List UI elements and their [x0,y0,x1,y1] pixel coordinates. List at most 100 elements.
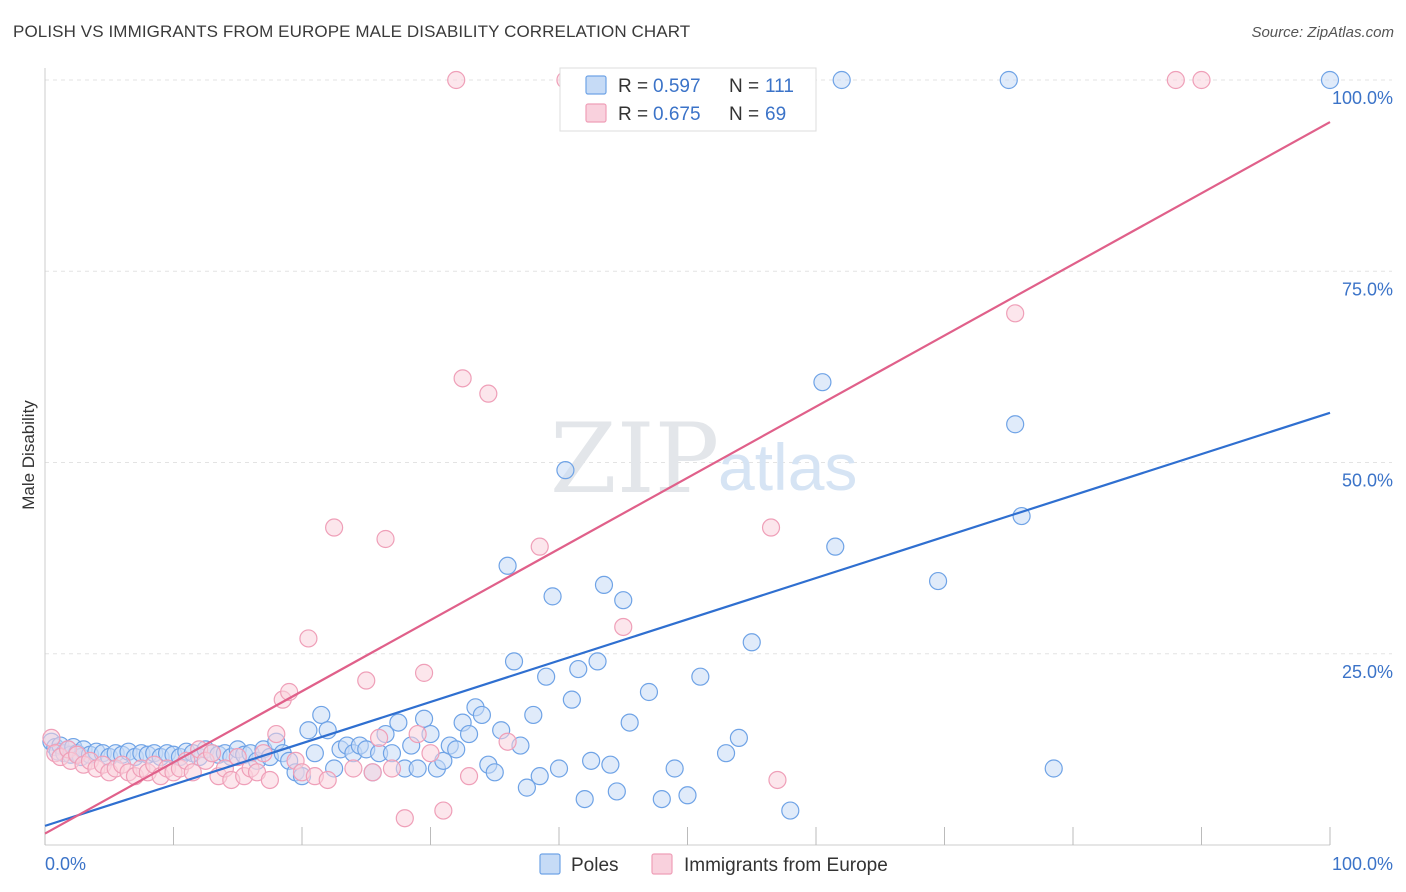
poles-n-label: N = [729,76,759,97]
poles-point [1006,415,1025,434]
immigrants-point [530,537,549,556]
chart-source: Source: ZipAtlas.com [1251,24,1394,41]
immigrants-point [357,671,376,690]
watermark-atlas: atlas [718,430,857,504]
poles-point [594,575,614,595]
poles-point [556,461,575,480]
immigrants-point [1006,304,1025,323]
poles-point [601,755,620,774]
immigrants-point [1166,70,1185,90]
poles-point [665,759,684,778]
immigrants-point [768,770,787,790]
immigrants-point [395,809,414,828]
immigrants-point [761,518,781,537]
poles-point [678,786,697,805]
immigrants-point [447,70,466,90]
poles-point [447,740,466,759]
trend-lines [44,121,1331,835]
immigrants-point [42,728,61,748]
immigrants-point [479,384,498,403]
poles-point [569,659,588,679]
x-tick-label: 0.0% [45,854,86,874]
poles-point [582,751,601,770]
immigrants-point [498,732,517,751]
poles-point [543,587,562,606]
immigrants-legend-swatch [585,103,607,123]
poles-point [716,744,736,763]
poles-point [781,801,800,820]
poles-point [517,778,536,797]
poles-r-label: R = [618,76,648,97]
immigrants-point [363,763,382,782]
immigrants-trend-line [44,121,1331,835]
immigrants-point [421,744,440,763]
immigrants-point [1192,70,1211,90]
immigrants-point [318,770,337,790]
immigrants-point [408,724,427,744]
immigrants-r-label: R = [618,104,648,125]
y-tick-label: 25.0% [1342,662,1393,682]
poles-point [549,759,569,778]
immigrants-point [325,518,344,537]
immigrants-point [299,629,318,648]
poles-point [588,652,607,671]
poles-point [530,767,549,786]
poles-point [1012,506,1031,526]
poles-point [562,690,581,709]
poles-point [614,591,633,610]
poles-legend-swatch [585,75,607,95]
immigrants-point [228,747,247,767]
y-tick-label: 100.0% [1332,88,1393,108]
poles-series-label: Poles [571,855,619,876]
poles-point [498,556,517,575]
immigrants-series-swatch [651,853,673,875]
immigrants-point [376,529,395,549]
immigrants-point [453,369,472,388]
immigrants-point [414,663,434,682]
poles-point [414,709,434,728]
immigrants-point [382,759,402,778]
poles-trend-line [44,411,1331,827]
watermark-zip: ZIP [550,403,719,515]
immigrants-r-value: 0.675 [653,104,701,125]
immigrants-n-value: 69 [765,104,786,125]
poles-point [389,713,408,732]
immigrants-point [267,724,286,744]
poles-point [485,763,504,782]
poles-point [299,721,318,740]
poles-point [652,789,671,809]
poles-r-value: 0.597 [653,76,701,97]
poles-point [524,705,543,725]
poles-point [472,705,491,725]
axes [44,68,1331,846]
y-axis-label: Male Disability [19,400,38,510]
immigrants-point [434,801,453,820]
poles-point [575,789,594,809]
poles-point [607,782,626,801]
poles-point [729,728,749,748]
stats-legend: R = 0.597 N = 111 R = 0.675 N = 69 [559,67,817,132]
y-tick-label: 50.0% [1342,471,1393,491]
series-legend: Poles Immigrants from Europe [539,853,888,876]
poles-series-swatch [539,853,561,875]
immigrants-series-label: Immigrants from Europe [684,855,888,876]
immigrants-point [459,767,479,786]
poles-point [504,652,524,671]
immigrants-point [614,617,633,637]
poles-point [312,705,331,725]
x-tick-label: 100.0% [1332,854,1393,874]
x-tick-labels: 0.0% 100.0% [45,854,1393,874]
watermark: ZIP atlas [550,403,857,515]
immigrants-n-label: N = [729,104,759,125]
y-tick-labels: 25.0% 50.0% 75.0% 100.0% [1332,88,1393,682]
poles-point [832,70,851,90]
poles-point [813,373,832,392]
poles-point [691,667,710,686]
chart-title: POLISH VS IMMIGRANTS FROM EUROPE MALE DI… [13,22,691,41]
poles-point [742,633,761,652]
immigrants-point [344,759,363,778]
immigrants-point [370,728,389,748]
poles-point [459,724,479,744]
poles-point [928,571,948,591]
